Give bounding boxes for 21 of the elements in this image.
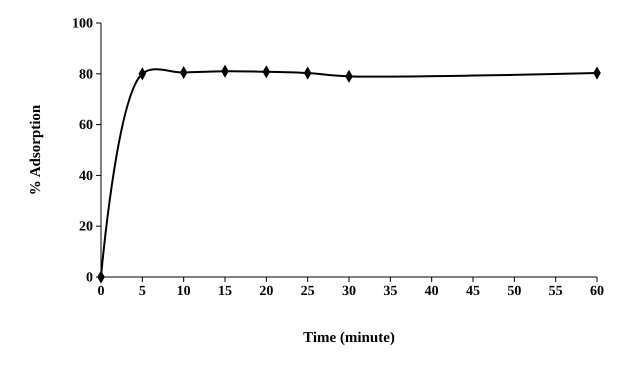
x-tick-label: 55 — [548, 284, 563, 299]
y-tick-label: 80 — [79, 67, 93, 82]
x-tick-label: 30 — [342, 284, 356, 299]
x-tick-label: 60 — [590, 284, 604, 299]
x-tick-label: 10 — [176, 284, 191, 299]
x-tick-label: 50 — [507, 284, 522, 299]
y-tick-label: 100 — [72, 16, 93, 32]
x-tick-label: 25 — [300, 284, 315, 299]
x-tick-label: 35 — [383, 284, 398, 299]
y-tick-label: 20 — [79, 220, 93, 235]
y-tick-label: 40 — [79, 168, 93, 184]
x-axis-title: Time (minute) — [303, 330, 395, 346]
y-axis-title: % Adsorption — [28, 104, 44, 196]
x-tick-label: 15 — [218, 284, 232, 299]
x-tick-label: 0 — [98, 284, 104, 299]
y-tick-label: 60 — [79, 118, 93, 134]
x-tick-label: 40 — [424, 284, 439, 299]
x-tick-label: 20 — [259, 284, 274, 299]
y-tick-label: 0 — [86, 270, 93, 286]
x-tick-label: 45 — [466, 284, 480, 299]
x-tick-label: 5 — [138, 284, 146, 299]
